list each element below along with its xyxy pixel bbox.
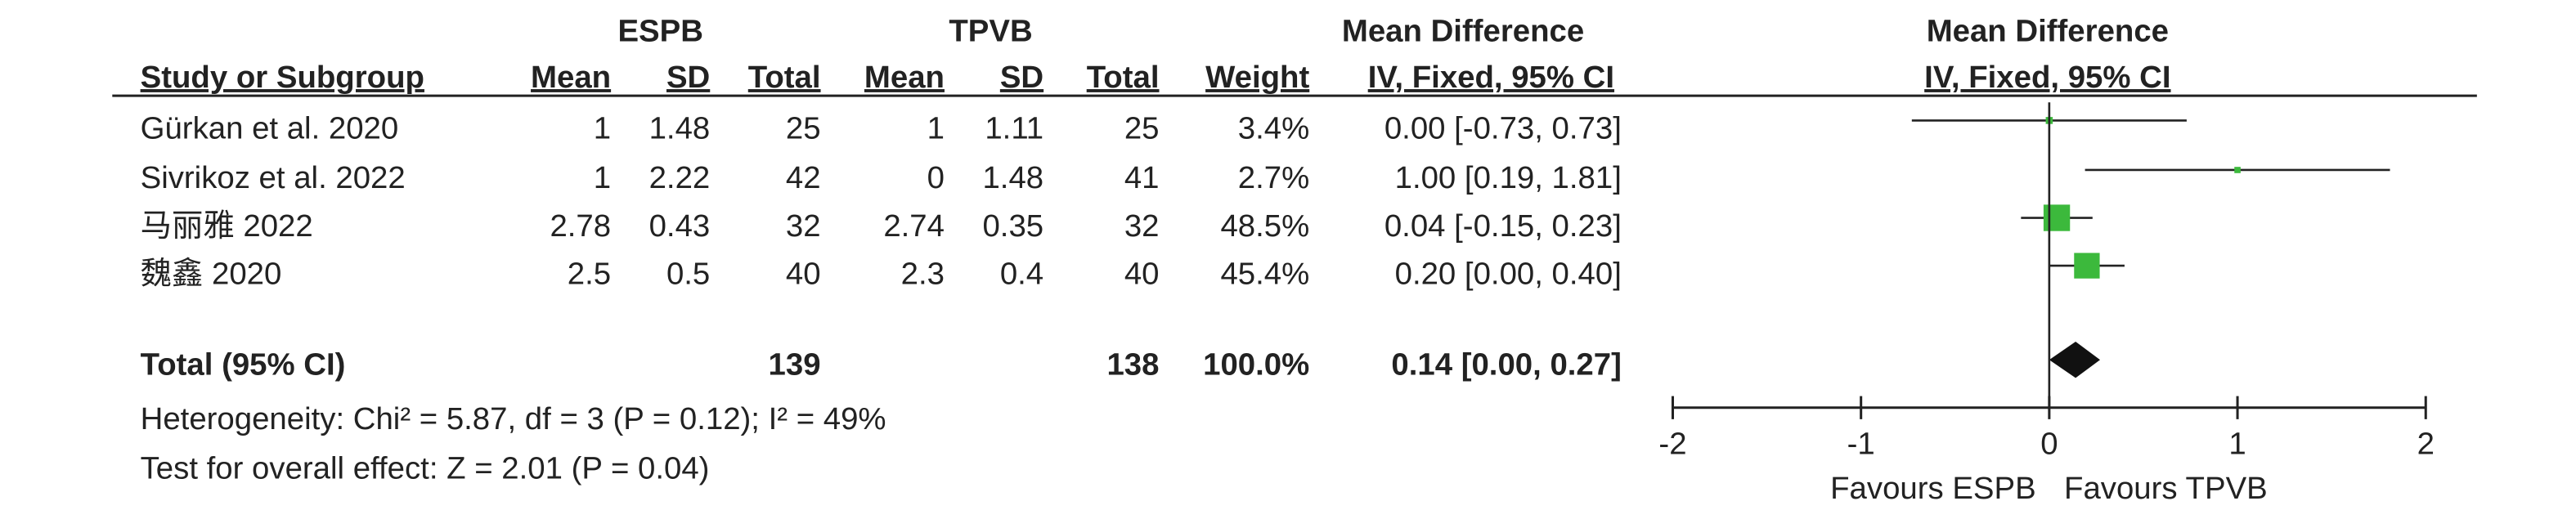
cell: 1 bbox=[594, 111, 611, 146]
x-tick-label: 1 bbox=[2228, 426, 2246, 461]
study-name: Sivrikoz et al. 2022 bbox=[141, 160, 406, 195]
x-tick-label: -2 bbox=[1658, 426, 1686, 461]
column-header: Study or Subgroup bbox=[141, 60, 424, 95]
cell: 0.5 bbox=[666, 256, 710, 291]
column-header: Total bbox=[1087, 60, 1160, 95]
cell: 32 bbox=[1124, 208, 1160, 244]
cell: 2.78 bbox=[550, 208, 611, 244]
effect-box bbox=[2234, 167, 2241, 173]
cell: 1.48 bbox=[982, 160, 1043, 195]
x-tick-label: 0 bbox=[2040, 426, 2058, 461]
cell: 2.22 bbox=[649, 160, 711, 195]
effect-box bbox=[2074, 253, 2100, 279]
cell: 2.5 bbox=[568, 256, 611, 291]
column-header: SD bbox=[666, 60, 710, 95]
column-header: Mean bbox=[864, 60, 945, 95]
group-header: Mean Difference bbox=[1927, 14, 2169, 49]
total-cell: 139 bbox=[769, 347, 821, 382]
cell: 0.04 [-0.15, 0.23] bbox=[1384, 208, 1622, 244]
total-name: Total (95% CI) bbox=[141, 347, 346, 382]
cell: 0.35 bbox=[982, 208, 1043, 244]
column-header: IV, Fixed, 95% CI bbox=[1924, 60, 2170, 95]
cell: 0.43 bbox=[649, 208, 711, 244]
cell: 41 bbox=[1124, 160, 1160, 195]
overall-effect: Test for overall effect: Z = 2.01 (P = 0… bbox=[141, 451, 710, 486]
cell: 0.20 [0.00, 0.40] bbox=[1395, 256, 1622, 291]
group-header: TPVB bbox=[949, 14, 1032, 49]
total-cell: 138 bbox=[1106, 347, 1159, 382]
x-tick-label: 2 bbox=[2417, 426, 2435, 461]
total-diamond bbox=[2049, 341, 2101, 378]
cell: 0.4 bbox=[1000, 256, 1043, 291]
cell: 25 bbox=[786, 111, 821, 146]
study-name: 魏鑫 2020 bbox=[141, 256, 282, 291]
plot-area: ESPB TPVB Mean Difference Mean Difference St… bbox=[112, 14, 2477, 506]
cell: 48.5% bbox=[1220, 208, 1309, 244]
cell: 3.4% bbox=[1238, 111, 1309, 146]
cell: 40 bbox=[786, 256, 821, 291]
favours-left: Favours ESPB bbox=[1830, 471, 2036, 506]
cell: 42 bbox=[786, 160, 821, 195]
cell: 2.3 bbox=[901, 256, 945, 291]
cell: 0 bbox=[927, 160, 945, 195]
cell: 2.74 bbox=[883, 208, 945, 244]
column-header: Weight bbox=[1205, 60, 1309, 95]
cell: 0.00 [-0.73, 0.73] bbox=[1384, 111, 1622, 146]
cell: 1.00 [0.19, 1.81] bbox=[1395, 160, 1622, 195]
group-header: Mean Difference bbox=[1342, 14, 1584, 49]
cell: 2.7% bbox=[1238, 160, 1309, 195]
total-cell: 100.0% bbox=[1203, 347, 1309, 382]
column-header: SD bbox=[1000, 60, 1043, 95]
cell: 25 bbox=[1124, 111, 1160, 146]
cell: 45.4% bbox=[1220, 256, 1309, 291]
study-name: Gürkan et al. 2020 bbox=[141, 111, 399, 146]
favours-right: Favours TPVB bbox=[2064, 471, 2268, 506]
total-cell: 0.14 [0.00, 0.27] bbox=[1391, 347, 1622, 382]
cell: 1 bbox=[594, 160, 611, 195]
cell: 1 bbox=[927, 111, 945, 146]
study-name: 马丽雅 2022 bbox=[141, 208, 313, 244]
column-header: IV, Fixed, 95% CI bbox=[1368, 60, 1614, 95]
cell: 1.48 bbox=[649, 111, 711, 146]
column-header: Total bbox=[748, 60, 821, 95]
cell: 32 bbox=[786, 208, 821, 244]
column-header: Mean bbox=[531, 60, 611, 95]
x-tick-label: -1 bbox=[1847, 426, 1875, 461]
group-header: ESPB bbox=[617, 14, 702, 49]
cell: 40 bbox=[1124, 256, 1160, 291]
effect-box bbox=[2043, 204, 2071, 231]
heterogeneity: Heterogeneity: Chi² = 5.87, df = 3 (P = … bbox=[141, 401, 886, 436]
cell: 1.11 bbox=[985, 111, 1043, 146]
